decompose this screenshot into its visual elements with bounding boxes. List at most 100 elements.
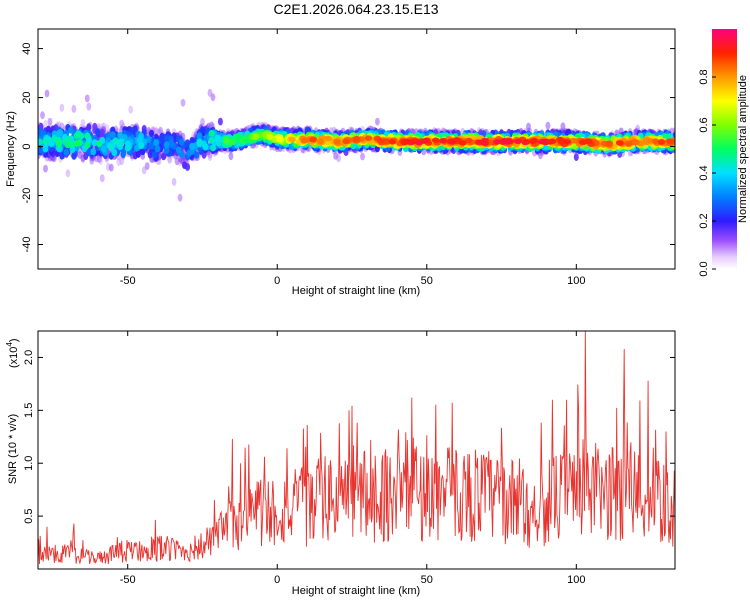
spectrogram-cell — [124, 144, 131, 152]
snr-ytick-label: 0.5 — [23, 508, 35, 523]
spectrogram-xlabel: Height of straight line (km) — [292, 285, 420, 297]
colorbar-tick-label: 0.4 — [698, 165, 710, 180]
spectrogram-cell — [657, 139, 666, 145]
snr-ylabel: SNR (10 * v/v) — [7, 414, 19, 484]
spectrogram-cell — [548, 138, 557, 145]
spectrogram-cell — [99, 174, 105, 183]
spectrogram-cell — [42, 145, 49, 153]
svg-text:(x104): (x104) — [5, 338, 20, 368]
spectrogram-cell — [90, 148, 97, 156]
spectrogram-cell — [133, 144, 140, 152]
snr-xlabel: Height of straight line (km) — [292, 585, 420, 597]
spectrogram-cell — [415, 140, 424, 146]
spectrogram-cell — [71, 104, 77, 113]
spectrogram-cell — [92, 122, 98, 131]
spectrogram-cell — [521, 139, 530, 146]
spectrogram-cell — [266, 133, 274, 141]
spectrogram-cell — [651, 138, 660, 144]
spectrogram-ytick-label: -40 — [21, 237, 33, 253]
spectrogram-cell — [84, 141, 91, 149]
spectrogram-cell — [239, 137, 246, 145]
spectrogram-cell — [180, 98, 186, 107]
spectrogram-cell — [69, 146, 76, 154]
spectrogram-cell — [145, 135, 152, 143]
spectrogram-cell — [557, 139, 566, 145]
figure-title: C2E1.2026.064.23.15.E13 — [273, 1, 438, 17]
spectrogram-cell — [464, 137, 473, 144]
snr-ytick-label: 2.0 — [23, 350, 35, 365]
spectrogram-cell — [144, 162, 150, 171]
spectrogram-cell — [100, 145, 107, 153]
spectrogram-cell — [117, 131, 123, 139]
spectrogram-cell — [64, 141, 71, 149]
spectrogram-cell — [228, 152, 234, 161]
snr-xtick-label: -50 — [120, 574, 136, 586]
spectrogram-cell — [514, 138, 522, 145]
spectrogram-cell — [63, 148, 70, 156]
spectrogram-cell — [154, 145, 161, 153]
spectrogram-cell — [182, 161, 187, 169]
spectrogram-cell — [193, 151, 200, 159]
spectrogram-x-ticks: -50 0 50 100 — [120, 29, 585, 287]
spectrogram-cell — [624, 140, 633, 147]
spectrogram-cell — [252, 133, 260, 140]
spectrogram-cell — [135, 150, 141, 158]
spectrogram-cell — [120, 150, 126, 158]
spectrogram-cell — [333, 152, 338, 160]
snr-ytick-label: 1.5 — [23, 403, 35, 418]
spectrogram-cell — [388, 139, 397, 145]
spectrogram-cell — [538, 139, 546, 145]
spectrogram-cell — [529, 138, 537, 144]
snr-xtick-label: 50 — [421, 574, 433, 586]
spectrogram-cell — [38, 138, 43, 146]
spectrogram-cell — [432, 137, 440, 143]
spectrogram-cell — [376, 138, 385, 144]
spectrogram-cell — [84, 94, 90, 103]
spectrogram-cell — [138, 142, 145, 150]
spectrogram-cell — [86, 102, 92, 111]
spectrogram-cell — [59, 103, 65, 112]
spectrogram-cell — [178, 138, 185, 146]
spectrogram-cell — [95, 128, 101, 136]
spectrogram-marks — [38, 88, 675, 202]
colorbar-tick-label: 0.0 — [698, 261, 710, 276]
spectrogram-cell — [210, 93, 216, 102]
spectrogram-cell — [111, 149, 118, 157]
spectrogram-cell — [666, 138, 675, 145]
spectrogram-cell — [382, 138, 391, 145]
spectrogram-cell — [71, 152, 77, 160]
colorbar-gradient — [712, 29, 737, 269]
spectrogram-cell — [119, 119, 125, 128]
spectrogram-cell — [177, 193, 183, 202]
spectrogram-cell — [422, 137, 431, 143]
spectrogram-xtick-label: 50 — [421, 275, 433, 287]
spectrogram-cell — [151, 151, 158, 159]
snr-frame — [37, 330, 676, 570]
snr-multiplier-base: (x10 — [8, 347, 20, 368]
spectrogram-cell — [545, 121, 551, 130]
spectrogram-cell — [163, 135, 170, 143]
colorbar: 0.0 0.2 0.4 0.6 0.8 Normalized spectral ampl… — [698, 29, 749, 277]
spectrogram-cell — [214, 135, 221, 143]
spectrogram-cell — [149, 129, 155, 138]
spectrogram-xtick-label: -50 — [120, 275, 136, 287]
spectrogram-cell — [458, 140, 467, 146]
spectrogram-xtick-label: 100 — [567, 275, 585, 287]
spectrogram-cell — [475, 139, 483, 145]
spectrogram-cell — [375, 117, 380, 126]
spectrogram-ytick-label: 40 — [21, 42, 33, 54]
colorbar-tick-label: 0.8 — [698, 69, 710, 84]
spectrogram-cell — [407, 139, 416, 146]
colorbar-label: Normalized spectral amplitude — [737, 75, 749, 223]
spectrogram-cell — [175, 146, 182, 154]
spectrogram-cell — [68, 126, 74, 134]
spectrogram-cell — [43, 164, 48, 173]
spectrogram-cell — [99, 128, 105, 137]
spectrogram-cell — [210, 144, 216, 152]
spectrogram-cell — [55, 140, 63, 148]
spectrogram-cell — [316, 138, 325, 145]
spectrogram-cell — [96, 140, 103, 148]
spectrogram-cell — [526, 122, 531, 131]
spectrogram-frame — [37, 28, 676, 270]
